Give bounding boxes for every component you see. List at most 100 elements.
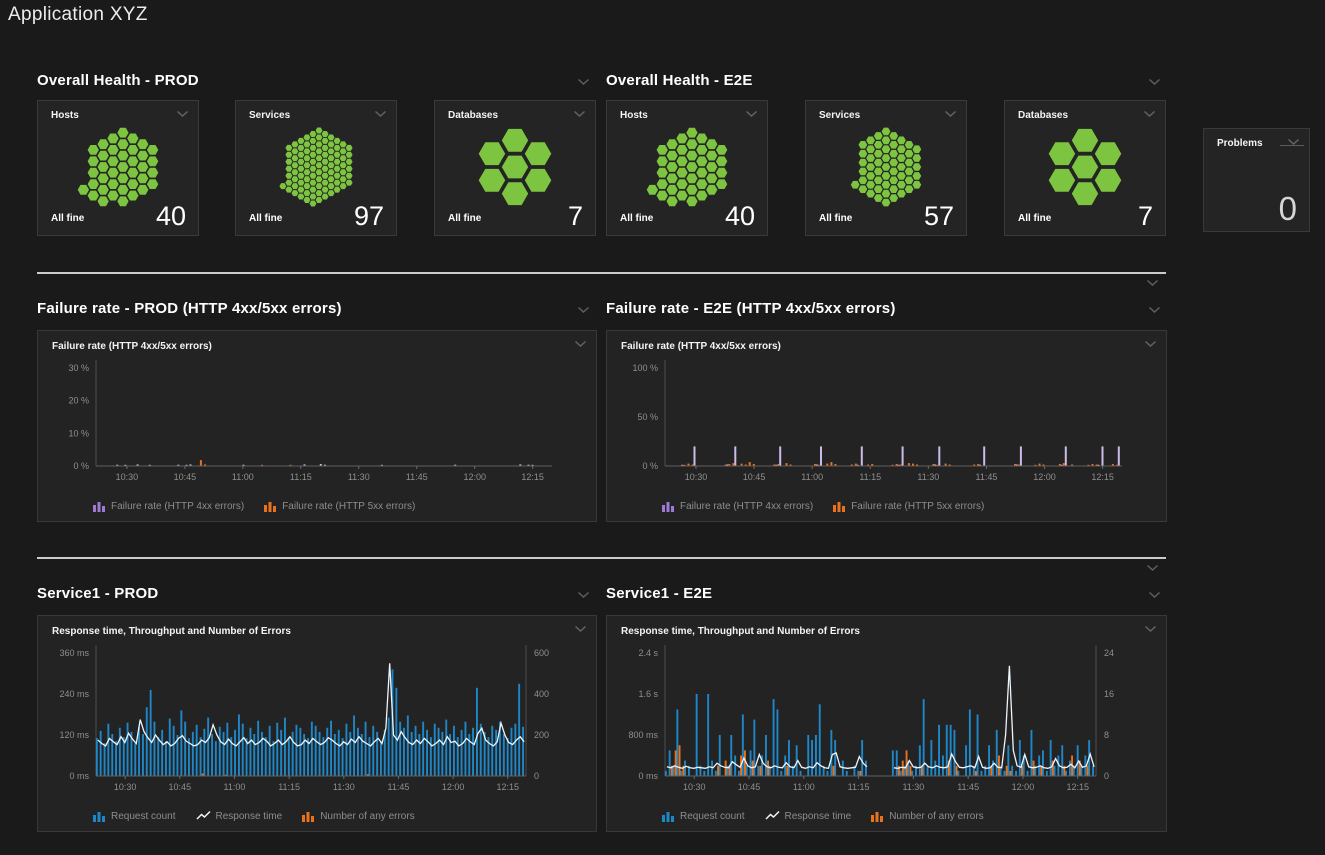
svg-text:0 %: 0 % [642, 461, 658, 471]
health-tile-services-prod[interactable]: Services All fine 97 [235, 100, 397, 236]
svg-text:50 %: 50 % [637, 412, 658, 422]
legend-item[interactable]: Response time [765, 810, 852, 822]
legend-label: Response time [785, 811, 852, 822]
svg-text:240 ms: 240 ms [59, 689, 89, 699]
tile-count: 40 [725, 201, 755, 232]
svg-text:16: 16 [1104, 689, 1114, 699]
svg-text:10:45: 10:45 [743, 472, 766, 482]
legend-label: Failure rate (HTTP 5xx errors) [851, 501, 984, 512]
chart-tile-failure-rate-prod[interactable]: Failure rate (HTTP 4xx/5xx errors) 30 %2… [37, 330, 597, 522]
svg-text:12:00: 12:00 [442, 782, 465, 792]
tile-title: Hosts [51, 110, 79, 121]
chevron-down-icon[interactable] [1148, 306, 1161, 314]
svg-text:0: 0 [534, 771, 539, 781]
legend-item[interactable]: Response time [196, 810, 283, 822]
svg-text:0 ms: 0 ms [638, 771, 658, 781]
chevron-down-icon[interactable] [577, 78, 590, 86]
problems-tile[interactable]: Problems 0 [1203, 128, 1310, 232]
tile-title: Databases [1018, 110, 1068, 121]
legend-label: Request count [680, 811, 745, 822]
tile-status: All fine [1018, 213, 1051, 224]
legend-item[interactable]: Failure rate (HTTP 5xx errors) [833, 500, 984, 512]
chevron-down-icon[interactable] [374, 110, 387, 118]
svg-text:11:00: 11:00 [232, 472, 254, 482]
legend-item[interactable]: Failure rate (HTTP 5xx errors) [264, 500, 415, 512]
tile-count: 97 [354, 201, 384, 232]
svg-text:10:45: 10:45 [169, 782, 192, 792]
legend-item[interactable]: Number of any errors [302, 810, 414, 822]
chevron-down-icon[interactable] [1146, 279, 1159, 287]
svg-text:11:30: 11:30 [917, 472, 939, 482]
svg-text:10:30: 10:30 [116, 472, 139, 482]
honeycomb [1025, 127, 1145, 207]
chevron-down-icon[interactable] [1143, 110, 1156, 118]
honeycomb [826, 127, 946, 207]
section-header-overall-health-prod: Overall Health - PROD [37, 72, 199, 89]
svg-text:11:30: 11:30 [902, 782, 924, 792]
legend-item[interactable]: Request count [662, 810, 745, 822]
svg-text:10:30: 10:30 [683, 782, 706, 792]
chevron-down-icon[interactable] [1287, 138, 1300, 146]
chevron-down-icon[interactable] [577, 591, 590, 599]
page-title: Application XYZ [8, 4, 148, 26]
health-tile-hosts-prod[interactable]: Hosts All fine 40 [37, 100, 199, 236]
honeycomb [627, 127, 747, 207]
chevron-down-icon[interactable] [1146, 564, 1159, 572]
chevron-down-icon[interactable] [1148, 78, 1161, 86]
svg-text:11:15: 11:15 [859, 472, 881, 482]
svg-text:0 %: 0 % [73, 461, 89, 471]
health-tile-hosts-e2e[interactable]: Hosts All fine 40 [606, 100, 768, 236]
svg-text:11:00: 11:00 [793, 782, 815, 792]
health-tile-databases-prod[interactable]: Databases All fine 7 [434, 100, 596, 236]
chevron-down-icon[interactable] [573, 110, 586, 118]
health-tile-databases-e2e[interactable]: Databases All fine 7 [1004, 100, 1166, 236]
svg-text:0: 0 [1104, 771, 1109, 781]
svg-text:24: 24 [1104, 648, 1114, 658]
svg-text:12:15: 12:15 [521, 472, 544, 482]
svg-text:11:00: 11:00 [801, 472, 823, 482]
chevron-down-icon[interactable] [1148, 591, 1161, 599]
chart-tile-service1-prod[interactable]: Response time, Throughput and Number of … [37, 615, 597, 832]
failure-rate-prod-chart[interactable]: 30 %20 %10 %0 %10:3010:4511:0011:1511:30… [38, 331, 596, 521]
legend-label: Failure rate (HTTP 4xx errors) [111, 501, 244, 512]
svg-text:11:45: 11:45 [976, 472, 998, 482]
svg-text:10:45: 10:45 [174, 472, 197, 482]
chart-legend: Failure rate (HTTP 4xx errors) Failure ra… [662, 500, 984, 512]
problems-count: 0 [1279, 190, 1297, 228]
svg-text:2.4 s: 2.4 s [638, 648, 658, 658]
tile-title: Databases [448, 110, 498, 121]
chevron-down-icon[interactable] [176, 110, 189, 118]
svg-text:11:45: 11:45 [406, 472, 428, 482]
legend-item[interactable]: Failure rate (HTTP 4xx errors) [662, 500, 813, 512]
svg-text:11:15: 11:15 [848, 782, 870, 792]
health-tile-services-e2e[interactable]: Services All fine 57 [805, 100, 967, 236]
chart-tile-failure-rate-e2e[interactable]: Failure rate (HTTP 4xx/5xx errors) 100 %… [606, 330, 1167, 522]
chevron-down-icon[interactable] [944, 110, 957, 118]
svg-text:20 %: 20 % [68, 396, 89, 406]
chevron-down-icon[interactable] [745, 110, 758, 118]
chart-legend: Request count Response time Number of any … [662, 810, 984, 822]
legend-item[interactable]: Number of any errors [871, 810, 983, 822]
tile-title: Services [819, 110, 860, 121]
tile-status: All fine [249, 213, 282, 224]
section-header-failure-rate-e2e: Failure rate - E2E (HTTP 4xx/5xx errors) [606, 300, 896, 317]
service1-e2e-chart[interactable]: 2.4 s1.6 s800 ms0 ms24168010:3010:4511:0… [607, 616, 1166, 831]
tile-count: 7 [568, 201, 583, 232]
chart-tile-service1-e2e[interactable]: Response time, Throughput and Number of … [606, 615, 1167, 832]
dashboard: { "page": { "title": "Application XYZ" }… [0, 0, 1325, 855]
tile-count: 40 [156, 201, 186, 232]
svg-text:11:30: 11:30 [348, 472, 370, 482]
svg-text:10:30: 10:30 [685, 472, 708, 482]
service1-prod-chart[interactable]: 360 ms240 ms120 ms0 ms600400200010:3010:… [38, 616, 596, 831]
legend-item[interactable]: Request count [93, 810, 176, 822]
tile-status: All fine [448, 213, 481, 224]
svg-text:10 %: 10 % [68, 428, 89, 438]
chevron-down-icon[interactable] [577, 306, 590, 314]
tile-status: All fine [819, 213, 852, 224]
svg-text:100 %: 100 % [632, 363, 658, 373]
legend-item[interactable]: Failure rate (HTTP 4xx errors) [93, 500, 244, 512]
chart-legend: Request count Response time Number of any … [93, 810, 415, 822]
chart-legend: Failure rate (HTTP 4xx errors) Failure ra… [93, 500, 415, 512]
failure-rate-e2e-chart[interactable]: 100 % 50 % 0 % 10:30 10:45 11:00 11:15 11:30 11:… [607, 331, 1166, 521]
legend-label: Request count [111, 811, 176, 822]
